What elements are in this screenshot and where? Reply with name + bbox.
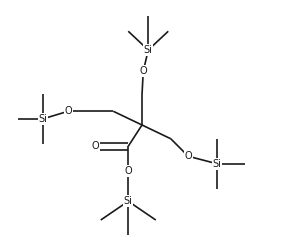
- Text: Si: Si: [124, 196, 133, 206]
- Text: Si: Si: [39, 114, 48, 124]
- Text: O: O: [139, 66, 147, 76]
- Text: Si: Si: [144, 45, 153, 55]
- Text: Si: Si: [212, 159, 222, 169]
- Text: O: O: [184, 151, 192, 161]
- Text: O: O: [124, 166, 132, 176]
- Text: O: O: [64, 106, 72, 116]
- Text: O: O: [92, 141, 100, 151]
